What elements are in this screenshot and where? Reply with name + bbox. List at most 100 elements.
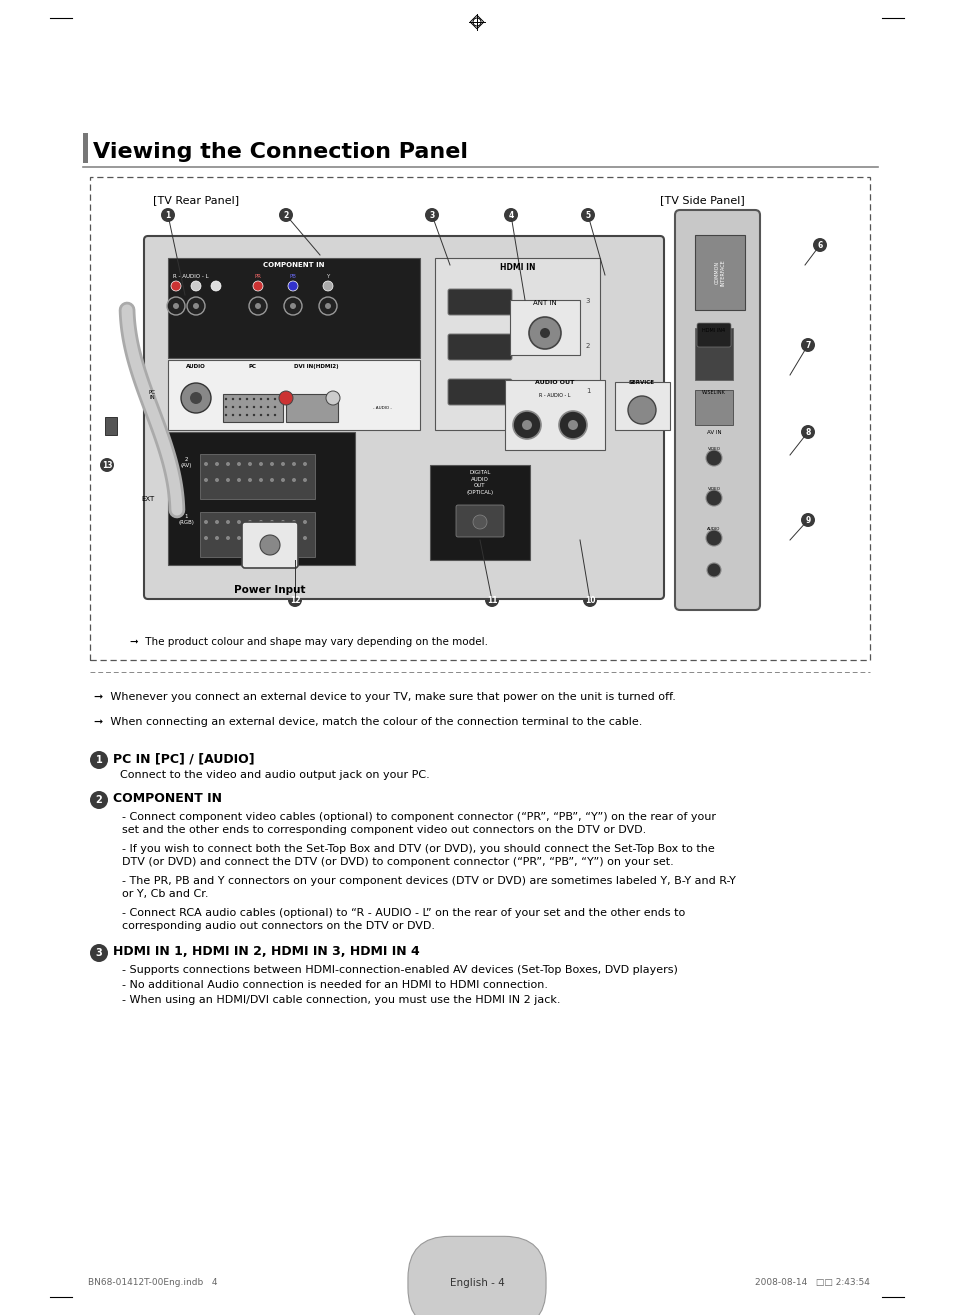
Circle shape xyxy=(253,414,255,417)
Bar xyxy=(430,466,530,560)
FancyBboxPatch shape xyxy=(448,379,512,405)
Circle shape xyxy=(167,297,185,316)
Circle shape xyxy=(249,297,267,316)
Circle shape xyxy=(318,297,336,316)
Bar xyxy=(286,394,337,422)
Circle shape xyxy=(582,593,597,608)
Text: Viewing the Connection Panel: Viewing the Connection Panel xyxy=(92,142,468,162)
Circle shape xyxy=(281,462,285,466)
Circle shape xyxy=(248,477,252,483)
Circle shape xyxy=(226,477,230,483)
Bar xyxy=(223,394,283,422)
Circle shape xyxy=(274,398,276,400)
Circle shape xyxy=(204,462,208,466)
FancyBboxPatch shape xyxy=(242,522,297,568)
Text: 2
(AV): 2 (AV) xyxy=(180,458,192,468)
Circle shape xyxy=(288,593,302,608)
Text: 12: 12 xyxy=(290,596,300,605)
Circle shape xyxy=(238,398,241,400)
Circle shape xyxy=(238,414,241,417)
Circle shape xyxy=(274,414,276,417)
Circle shape xyxy=(225,398,227,400)
Circle shape xyxy=(90,944,108,963)
Text: 1
(RGB): 1 (RGB) xyxy=(178,514,193,525)
Circle shape xyxy=(292,477,295,483)
Text: 3: 3 xyxy=(95,948,102,959)
Circle shape xyxy=(303,537,307,540)
Circle shape xyxy=(539,327,550,338)
Circle shape xyxy=(246,414,248,417)
Circle shape xyxy=(214,477,219,483)
Circle shape xyxy=(627,396,656,423)
Circle shape xyxy=(171,281,181,291)
Circle shape xyxy=(258,537,263,540)
Circle shape xyxy=(292,537,295,540)
Circle shape xyxy=(236,462,241,466)
Circle shape xyxy=(267,414,269,417)
Circle shape xyxy=(246,406,248,408)
Text: PB: PB xyxy=(290,274,296,279)
Circle shape xyxy=(253,398,255,400)
Text: Connect to the video and audio output jack on your PC.: Connect to the video and audio output ja… xyxy=(120,771,429,780)
Circle shape xyxy=(204,477,208,483)
Circle shape xyxy=(191,281,201,291)
Text: Power Input: Power Input xyxy=(234,585,305,594)
Circle shape xyxy=(801,513,814,527)
Text: 9: 9 xyxy=(804,515,810,525)
Circle shape xyxy=(521,419,532,430)
Text: 4: 4 xyxy=(508,210,513,220)
Circle shape xyxy=(801,338,814,352)
Circle shape xyxy=(278,208,293,222)
FancyBboxPatch shape xyxy=(697,323,730,347)
Circle shape xyxy=(246,398,248,400)
Bar xyxy=(435,258,599,430)
Circle shape xyxy=(248,537,252,540)
Circle shape xyxy=(232,398,233,400)
Circle shape xyxy=(513,412,540,439)
Text: DIGITAL
AUDIO
OUT
(OPTICAL): DIGITAL AUDIO OUT (OPTICAL) xyxy=(466,469,493,494)
Text: PC
IN: PC IN xyxy=(149,389,155,400)
Circle shape xyxy=(259,414,262,417)
Bar xyxy=(168,360,419,430)
Text: 1: 1 xyxy=(95,755,102,765)
Text: AV IN: AV IN xyxy=(706,430,720,435)
Text: HDMI IN4: HDMI IN4 xyxy=(701,327,725,333)
Circle shape xyxy=(706,563,720,577)
Circle shape xyxy=(267,398,269,400)
Circle shape xyxy=(226,537,230,540)
Circle shape xyxy=(232,414,233,417)
Circle shape xyxy=(567,419,578,430)
Bar xyxy=(200,512,314,558)
Circle shape xyxy=(211,281,221,291)
Bar xyxy=(168,433,355,565)
Text: [TV Rear Panel]: [TV Rear Panel] xyxy=(152,195,239,205)
Circle shape xyxy=(326,391,339,405)
Text: ➞  Whenever you connect an external device to your TV, make sure that power on t: ➞ Whenever you connect an external devic… xyxy=(94,692,675,702)
Circle shape xyxy=(172,302,179,309)
Circle shape xyxy=(226,519,230,523)
Circle shape xyxy=(236,519,241,523)
Circle shape xyxy=(303,519,307,523)
Circle shape xyxy=(303,477,307,483)
Circle shape xyxy=(292,462,295,466)
Text: COMMON
INTERFACE: COMMON INTERFACE xyxy=(714,259,725,285)
Bar xyxy=(90,178,869,660)
Text: EXT: EXT xyxy=(141,496,154,501)
Circle shape xyxy=(232,406,233,408)
Circle shape xyxy=(424,208,438,222)
Text: 11: 11 xyxy=(486,596,497,605)
Bar xyxy=(105,417,117,435)
Circle shape xyxy=(225,414,227,417)
Circle shape xyxy=(254,302,261,309)
Circle shape xyxy=(705,530,721,546)
Circle shape xyxy=(288,281,297,291)
Text: - AUDIO -: - AUDIO - xyxy=(373,406,392,410)
Text: R - AUDIO - L: R - AUDIO - L xyxy=(538,393,570,398)
Text: Y: Y xyxy=(326,274,330,279)
Circle shape xyxy=(204,519,208,523)
Bar xyxy=(168,258,419,358)
Circle shape xyxy=(258,462,263,466)
Circle shape xyxy=(267,406,269,408)
Circle shape xyxy=(503,208,517,222)
Text: 2: 2 xyxy=(283,210,289,220)
